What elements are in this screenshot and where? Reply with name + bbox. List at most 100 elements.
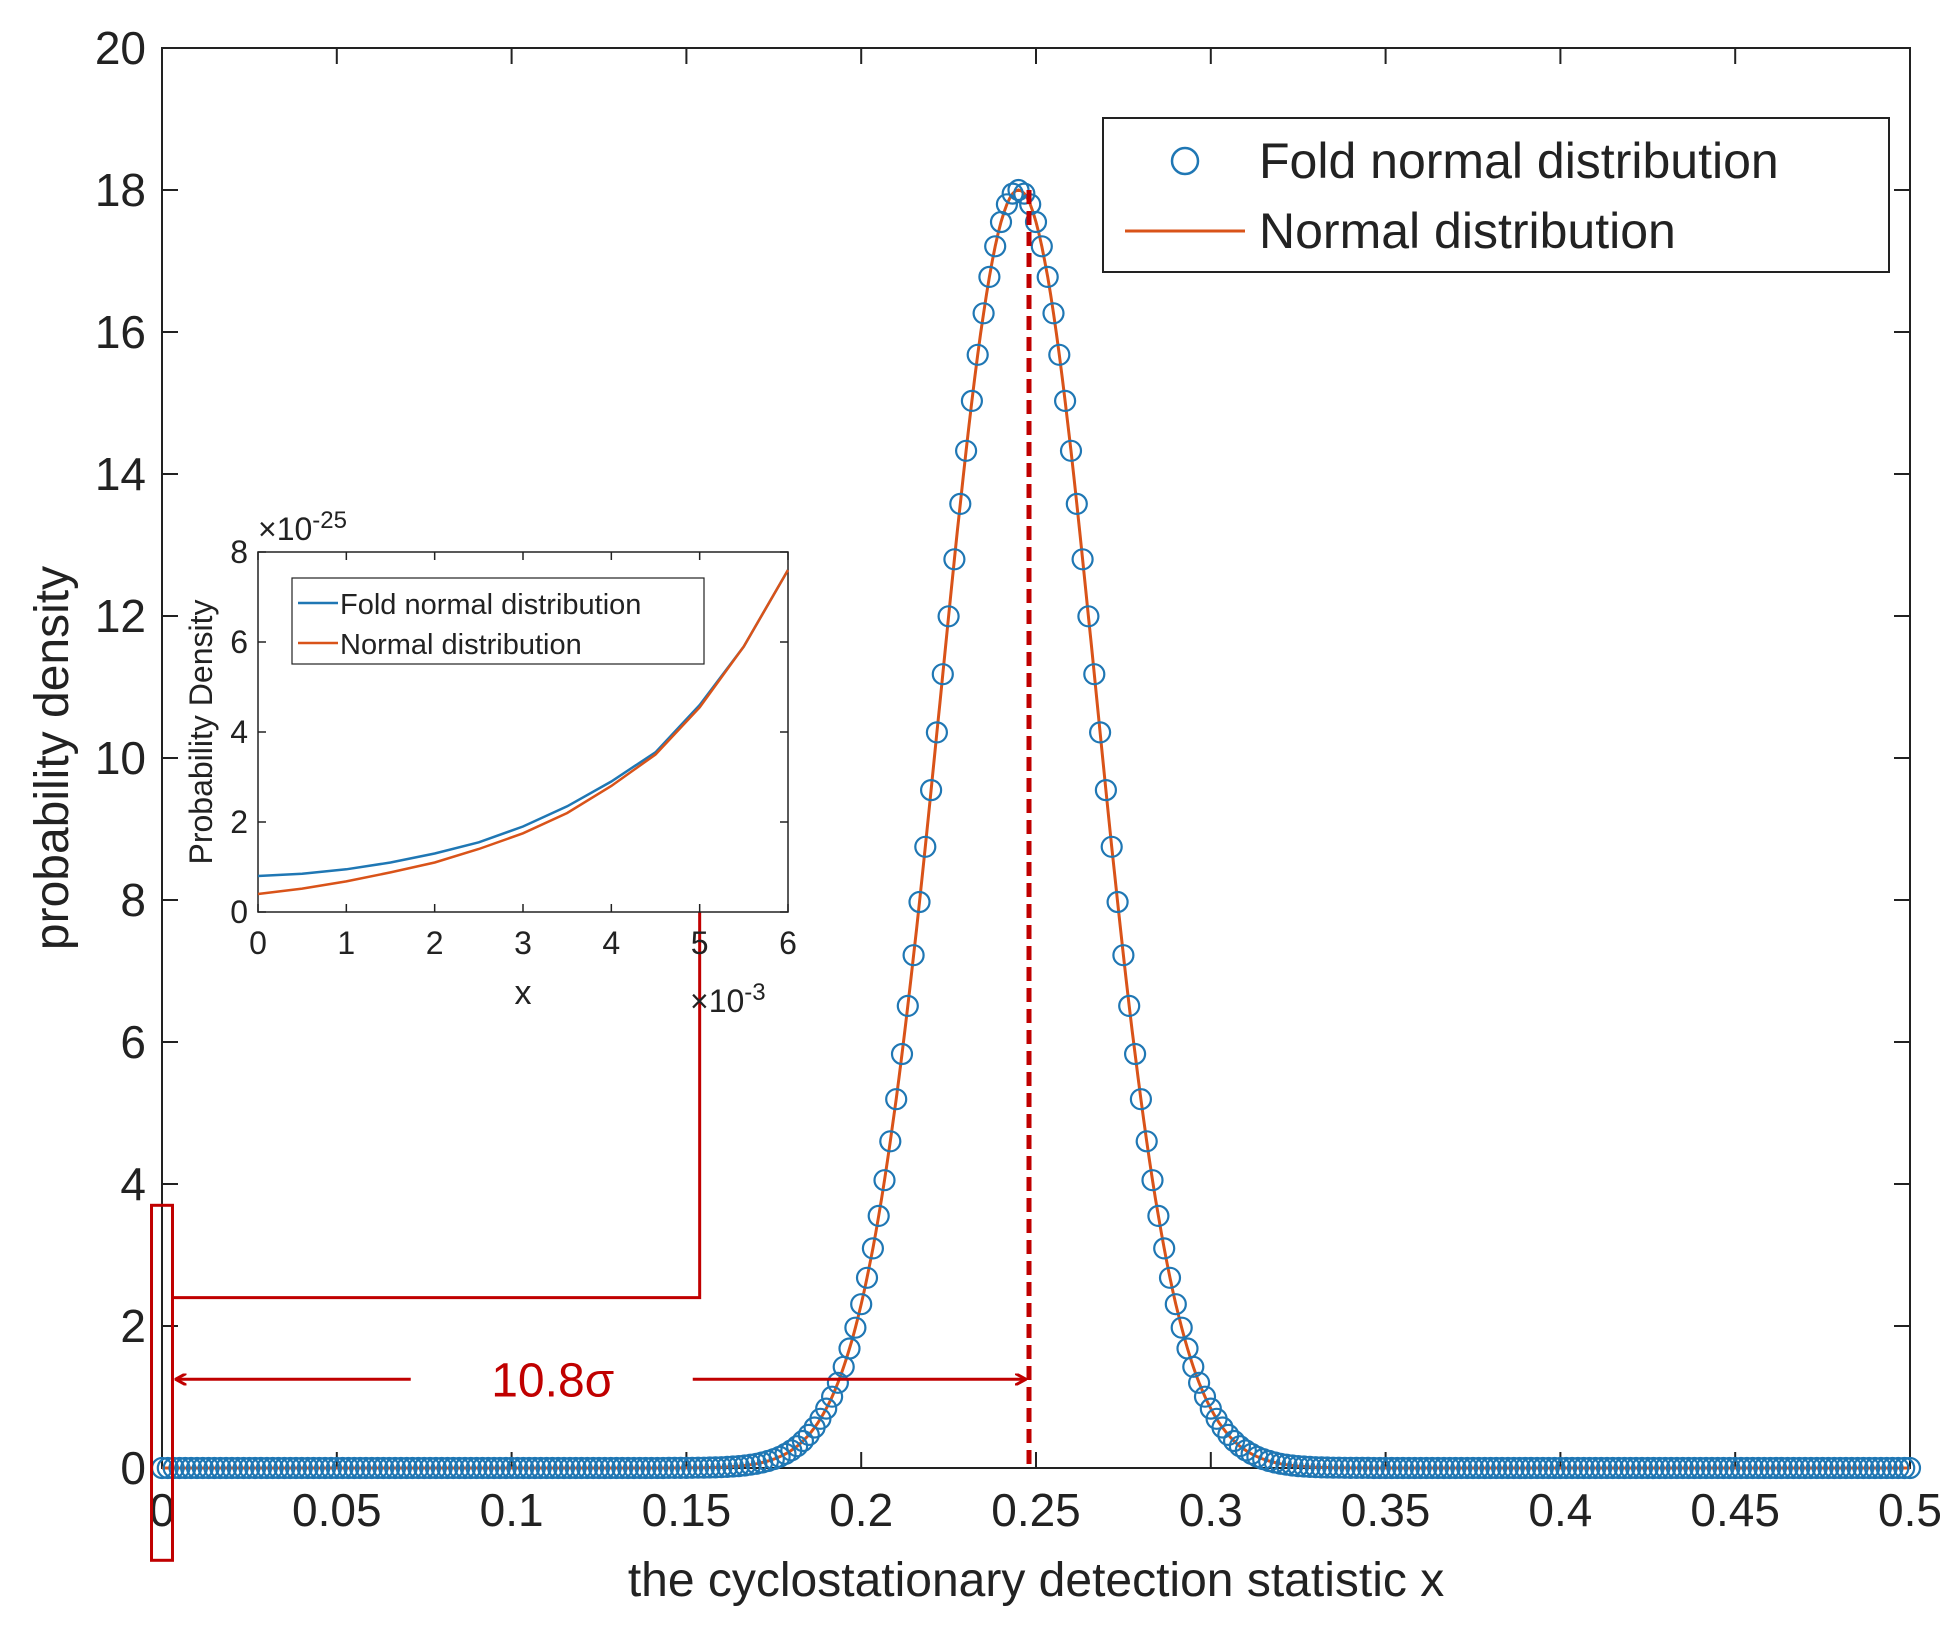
fold-normal-marker xyxy=(1211,1416,1234,1439)
fold-normal-marker xyxy=(1584,1456,1607,1480)
fold-normal-marker xyxy=(1776,1456,1799,1480)
fold-normal-marker xyxy=(250,1456,273,1480)
fold-normal-marker xyxy=(1217,1423,1240,1447)
fold-normal-marker xyxy=(197,1456,220,1480)
fold-normal-marker xyxy=(488,1456,511,1480)
fold-normal-marker xyxy=(1380,1456,1403,1480)
fold-normal-marker xyxy=(1065,492,1088,515)
fold-normal-marker xyxy=(902,944,925,967)
fold-normal-marker xyxy=(1421,1456,1444,1480)
fold-normal-marker xyxy=(593,1456,616,1480)
fold-normal-marker xyxy=(372,1456,395,1480)
y-tick-label: 14 xyxy=(95,448,146,500)
fold-normal-marker xyxy=(203,1456,226,1480)
fold-normal-marker xyxy=(1356,1456,1380,1480)
fold-normal-marker xyxy=(1456,1456,1479,1480)
fold-normal-marker xyxy=(337,1456,360,1480)
fold-normal-marker xyxy=(1782,1456,1805,1480)
fold-normal-marker xyxy=(378,1456,401,1480)
inset-y-tick-label: 8 xyxy=(230,534,248,570)
fold-normal-marker xyxy=(1316,1456,1339,1479)
fold-normal-marker xyxy=(459,1456,482,1480)
fold-normal-marker xyxy=(238,1456,261,1480)
fold-normal-marker xyxy=(436,1456,459,1480)
fold-normal-marker xyxy=(616,1456,640,1480)
y-tick-label: 16 xyxy=(95,306,146,358)
fold-normal-marker xyxy=(1741,1456,1764,1480)
x-tick-label: 0.1 xyxy=(480,1484,544,1536)
fold-normal-marker xyxy=(1403,1456,1426,1480)
fold-normal-marker xyxy=(1677,1456,1700,1480)
fold-normal-marker xyxy=(215,1456,238,1480)
fold-normal-marker xyxy=(1881,1456,1904,1480)
fold-normal-marker xyxy=(1619,1456,1642,1480)
fold-normal-marker xyxy=(890,1042,914,1066)
fold-normal-marker xyxy=(384,1456,407,1480)
y-tick-label: 4 xyxy=(120,1158,146,1210)
fold-normal-marker xyxy=(558,1456,582,1480)
fold-normal-marker xyxy=(314,1456,337,1480)
fold-normal-marker xyxy=(1630,1456,1654,1480)
fold-normal-marker xyxy=(1088,721,1112,744)
fold-normal-marker xyxy=(343,1456,366,1480)
fold-normal-marker xyxy=(448,1456,471,1480)
fold-normal-marker xyxy=(844,1316,867,1339)
y-tick-label: 6 xyxy=(120,1016,146,1068)
fold-normal-marker xyxy=(1531,1456,1555,1480)
fold-normal-marker xyxy=(1560,1456,1584,1480)
fold-normal-marker xyxy=(506,1456,529,1480)
fold-normal-marker xyxy=(1397,1456,1421,1480)
fold-normal-marker xyxy=(413,1456,436,1480)
fold-normal-marker xyxy=(885,1088,908,1111)
fold-normal-marker xyxy=(721,1455,745,1478)
zoom-region-box xyxy=(150,1203,174,1562)
fold-normal-marker xyxy=(861,1237,885,1260)
fold-normal-marker xyxy=(220,1456,243,1480)
fold-normal-marker xyxy=(838,1337,861,1360)
fold-normal-marker xyxy=(1759,1456,1782,1480)
fold-normal-marker xyxy=(931,663,954,686)
x-tick-label: 0.2 xyxy=(829,1484,893,1536)
fold-normal-marker xyxy=(1595,1456,1619,1480)
fold-normal-marker xyxy=(646,1456,669,1480)
fold-normal-marker xyxy=(1386,1456,1409,1480)
x-tick-label: 0 xyxy=(149,1484,175,1536)
fold-normal-marker xyxy=(896,994,919,1018)
inset-y-axis-label: Probability Density xyxy=(183,600,219,865)
fold-normal-marker xyxy=(692,1456,716,1479)
fold-normal-marker xyxy=(302,1456,325,1480)
fold-normal-marker xyxy=(960,389,984,412)
fold-normal-marker xyxy=(1438,1456,1461,1480)
x-axis-label: the cyclostationary detection statistic … xyxy=(628,1554,1444,1607)
fold-normal-marker xyxy=(174,1456,197,1480)
fold-normal-marker xyxy=(785,1435,809,1458)
fold-normal-marker xyxy=(331,1456,354,1480)
fold-normal-marker xyxy=(1415,1456,1438,1480)
fold-normal-marker xyxy=(1590,1456,1613,1480)
fold-normal-marker xyxy=(943,548,966,571)
fold-normal-marker xyxy=(1572,1456,1595,1480)
fold-normal-marker xyxy=(1834,1456,1858,1480)
y-axis-label: probability density xyxy=(26,566,79,950)
fold-normal-marker xyxy=(424,1456,447,1480)
fold-normal-marker xyxy=(710,1456,733,1479)
fold-normal-marker xyxy=(1228,1435,1252,1458)
fold-normal-marker xyxy=(1135,1130,1158,1153)
inset-x-tick-label: 5 xyxy=(691,925,709,961)
fold-normal-marker xyxy=(657,1456,681,1480)
fold-normal-marker xyxy=(1858,1456,1881,1480)
fold-normal-marker xyxy=(1671,1456,1694,1480)
fold-normal-marker xyxy=(418,1456,442,1480)
x-tick-label: 0.45 xyxy=(1690,1484,1780,1536)
fold-normal-marker xyxy=(681,1456,704,1479)
fold-normal-marker xyxy=(855,1266,879,1289)
fold-normal-marker xyxy=(267,1456,290,1480)
fold-normal-marker xyxy=(1444,1456,1467,1480)
fold-normal-marker xyxy=(564,1456,587,1480)
fold-normal-marker xyxy=(1846,1456,1869,1480)
x-tick-label: 0.25 xyxy=(991,1484,1081,1536)
fold-normal-marker xyxy=(319,1456,343,1480)
fold-normal-marker xyxy=(1164,1293,1187,1316)
fold-normal-marker xyxy=(774,1442,797,1466)
fold-normal-marker xyxy=(1496,1456,1520,1480)
